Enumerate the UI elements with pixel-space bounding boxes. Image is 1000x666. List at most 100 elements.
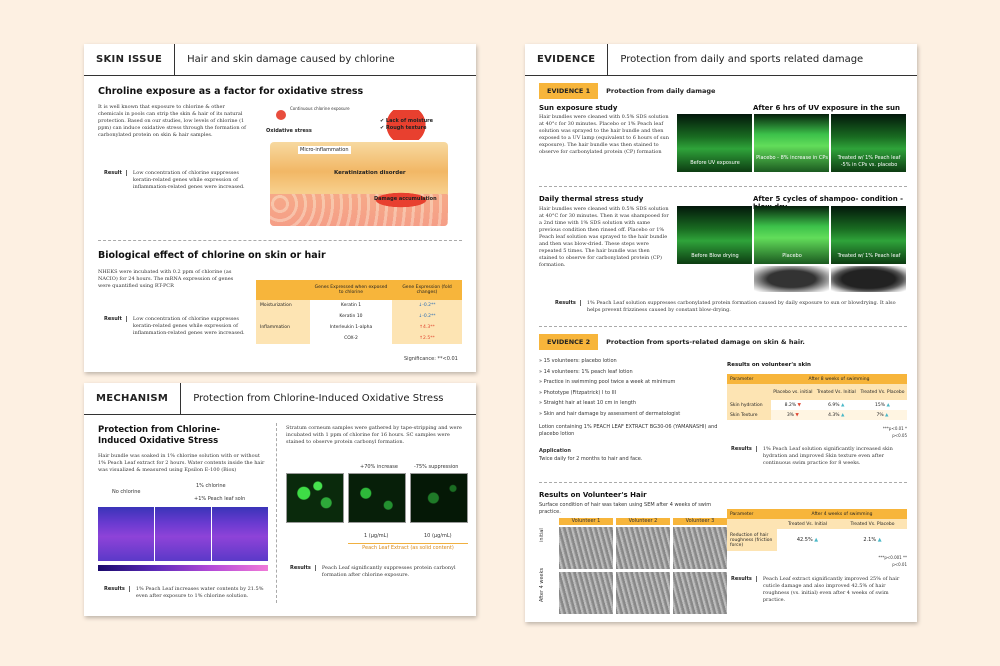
column-label: Volunteer 2 xyxy=(616,518,670,525)
up-arrow-icon: ▲ xyxy=(841,402,845,408)
table-header: Treated Vs. Placebo xyxy=(860,389,905,395)
evidence-title: Protection from sports-related damage on… xyxy=(606,338,805,346)
image-label: No chlorine xyxy=(112,489,141,495)
application-label: Application xyxy=(539,448,571,454)
table-row: Moisturization Keratin 1 ↓-0.2** xyxy=(256,300,462,311)
table-row: COX-2 ↑2.5** xyxy=(256,333,462,344)
extract-label: Peach Leaf Extract (as solid content) xyxy=(348,543,468,552)
result-block: Results 1% Peach Leaf increases water co… xyxy=(104,586,274,600)
evidence-badge: EVIDENCE 2 xyxy=(539,334,599,350)
hair-results-table: Parameter After 4 weeks of swimming Trea… xyxy=(727,509,907,551)
uv-hair-image xyxy=(831,114,906,172)
divider xyxy=(539,482,907,483)
section-heading: Protection from Chlorine-Induced Oxidati… xyxy=(98,425,220,446)
result-label: Result xyxy=(104,170,127,176)
section-title: Protection from daily and sports related… xyxy=(620,54,864,65)
skin-results-table: Parameter After 8 weeks of swimming Plac… xyxy=(727,374,907,420)
evidence-1-heading: EVIDENCE 1 Protection from daily damage xyxy=(539,83,715,99)
result-text: Peach Leaf significantly suppresses prot… xyxy=(321,565,456,578)
sem-hair-image xyxy=(559,572,613,614)
result-block: Results 1% Peach Leaf solution significa… xyxy=(731,446,907,467)
diagram-label: Continuous chlorine exposure xyxy=(290,106,350,111)
lotion-description: Lotion containing 1% PEACH LEAF EXTRACT … xyxy=(539,424,718,437)
table-header: Genes Expressed when exposed to chlorine xyxy=(314,285,388,295)
concentration-label: 10 (μg/mL) xyxy=(424,533,452,539)
evidence-2-heading: EVIDENCE 2 Protection from sports-relate… xyxy=(539,334,805,350)
table-header: Parameter xyxy=(730,376,754,382)
result-label: Result xyxy=(104,316,127,322)
diagram-label: ✔ Lack of moisture xyxy=(380,118,434,124)
evidence-header: EVIDENCE Protection from daily and sport… xyxy=(525,44,917,76)
result-block: Results 1% Peach Leaf solution suppresse… xyxy=(555,300,907,314)
up-arrow-icon: ▲ xyxy=(886,402,890,408)
study-title: Daily thermal stress study xyxy=(539,195,644,203)
list-item: » Phototype (Fitzpatrick) I to III xyxy=(539,389,617,396)
significance-note: ***p<0.001 ** p<0.01 xyxy=(878,555,907,567)
concentration-label: 1 (μg/mL) xyxy=(364,533,389,539)
image-caption: Before Blow drying xyxy=(691,253,739,259)
skin-issue-header: SKIN ISSUE Hair and skin damage caused b… xyxy=(84,44,476,76)
up-arrow-icon: ▲ xyxy=(841,412,845,418)
list-item: » Skin and hair damage by assessment of … xyxy=(539,410,681,417)
results-heading: Results on volunteer's skin xyxy=(727,362,811,368)
up-arrow-icon: ▲ xyxy=(885,412,889,418)
table-row: Skin Texture 3% ▼ 4.3% ▲ 7% ▲ xyxy=(727,410,907,420)
section-heading: Biological effect of chlorine on skin or… xyxy=(98,250,326,261)
paragraph: Surface condition of hair was taken usin… xyxy=(539,502,712,515)
paragraph: NHEKS were incubated with 0.2 ppm of chl… xyxy=(98,269,234,289)
application-text: Twice daily for 2 months to hair and fac… xyxy=(539,456,643,462)
image-label: +1% Peach leaf soln xyxy=(194,496,246,502)
table-header: Parameter xyxy=(730,511,754,517)
result-label: Results xyxy=(731,446,757,452)
carbonyl-stain-image xyxy=(286,473,344,523)
up-arrow-icon: ▲ xyxy=(877,537,882,543)
table-header: Placebo vs. initial xyxy=(773,389,813,395)
water-content-image xyxy=(98,507,154,561)
list-item: » 15 volunteers: placebo lotion xyxy=(539,358,617,364)
image-caption: Placebo xyxy=(782,253,802,259)
result-label: Results xyxy=(555,300,581,306)
sem-hair-image xyxy=(616,572,670,614)
down-arrow-icon: ▼ xyxy=(795,412,799,418)
paragraph: Hair bundles were cleaned with 0.5% SDS … xyxy=(539,114,669,155)
column-label: Volunteer 1 xyxy=(559,518,613,525)
table-header: After 8 weeks of swimming xyxy=(808,376,870,382)
image-caption: Before UV exposure xyxy=(690,160,740,166)
study-title: Sun exposure study xyxy=(539,104,618,112)
sem-hair-image xyxy=(616,527,670,569)
paragraph: Hair bundle was soaked in 1% chlorine so… xyxy=(98,453,265,473)
result-text: Peach Leaf extract significantly improve… xyxy=(762,576,900,603)
column-label: Volunteer 3 xyxy=(673,518,727,525)
blowdry-hair-image xyxy=(677,206,752,264)
evidence-page: EVIDENCE Protection from daily and sport… xyxy=(525,44,917,622)
diagram-label: ✔ Rough texture xyxy=(380,125,427,131)
sem-hair-image xyxy=(673,527,727,569)
row-label: initial xyxy=(539,528,545,542)
paragraph: Stratum corneum samples were gathered by… xyxy=(286,425,462,445)
result-text: 1% Peach Leaf increases water contents b… xyxy=(135,586,264,599)
uv-hair-image xyxy=(677,114,752,172)
hair-bundle-photo xyxy=(831,266,906,292)
color-scale-bar xyxy=(98,565,268,571)
chlorine-icon xyxy=(276,110,286,120)
diagram-label: Micro-inflammation xyxy=(298,146,351,154)
section-title: Hair and skin damage caused by chlorine xyxy=(187,54,395,65)
carbonyl-stain-image xyxy=(348,473,406,523)
result-label: Results xyxy=(290,565,316,571)
evidence-badge: EVIDENCE 1 xyxy=(539,83,599,99)
image-caption: Placebo - 8% increase in CPs xyxy=(756,155,828,161)
table-row: Keratin 10 ↓-0.2** xyxy=(256,311,462,322)
water-content-image xyxy=(155,507,211,561)
table-header: Treated Vs. Initial xyxy=(816,389,856,395)
image-caption: Treated w/ 1% Peach leaf xyxy=(837,253,901,259)
burst-icon xyxy=(366,190,436,210)
section-tag: EVIDENCE xyxy=(525,44,609,75)
uv-hair-image xyxy=(754,114,829,172)
skin-issue-page: SKIN ISSUE Hair and skin damage caused b… xyxy=(84,44,476,372)
hair-bundle-photo xyxy=(754,266,829,292)
up-arrow-icon: ▲ xyxy=(814,537,819,543)
divider xyxy=(539,326,907,327)
result-block: Results Peach Leaf extract significantly… xyxy=(731,576,907,604)
divider xyxy=(276,423,277,603)
divider xyxy=(539,186,907,187)
